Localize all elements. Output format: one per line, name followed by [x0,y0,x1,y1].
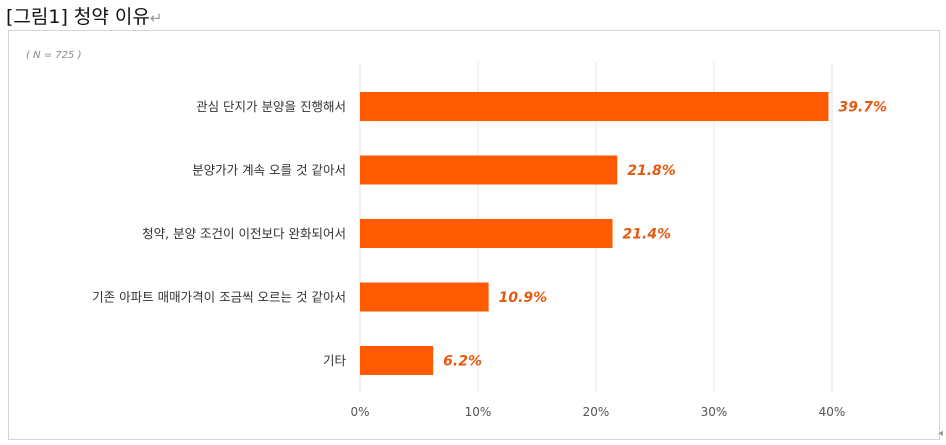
figure-title: [그림1] 청약 이유↵ [6,2,162,29]
figure-title-text: [그림1] 청약 이유 [6,6,150,28]
data-label: 6.2% [443,354,482,370]
x-tick-label: 0% [350,405,369,419]
x-tick-label: 40% [819,405,846,419]
category-label: 분양가가 계속 오를 것 같아서 [192,163,346,178]
bar [360,92,829,121]
bar [360,282,489,312]
chart-tick-labels: 0% 10% 20% 30% 40% [350,405,845,419]
bar [360,155,618,185]
chart-bars [360,92,829,375]
x-tick-label: 30% [701,405,728,419]
data-label: 21.4% [623,227,672,243]
category-label: 기존 아파트 매매가격이 조금씩 오르는 것 같아서 [92,290,346,305]
sample-size-note: ( N = 725 ) [26,50,82,61]
x-tick-label: 20% [583,405,610,419]
data-label: 10.9% [499,290,548,306]
category-label: 기타 [323,353,347,368]
data-label: 21.8% [627,163,676,179]
x-tick-label: 10% [465,405,492,419]
chart-frame [8,30,940,440]
chart-data-labels: 39.7% 21.8% 21.4% 10.9% 6.2% [443,100,887,370]
resize-corner-icon: ◂ [938,428,944,439]
data-label: 39.7% [838,100,887,116]
category-label: 관심 단지가 분양을 진행해서 [196,99,346,114]
category-label: 청약, 분양 조건이 이전보다 완화되어서 [142,226,346,241]
bar [360,219,613,248]
paragraph-mark-icon: ↵ [149,9,163,27]
bar [360,346,434,375]
